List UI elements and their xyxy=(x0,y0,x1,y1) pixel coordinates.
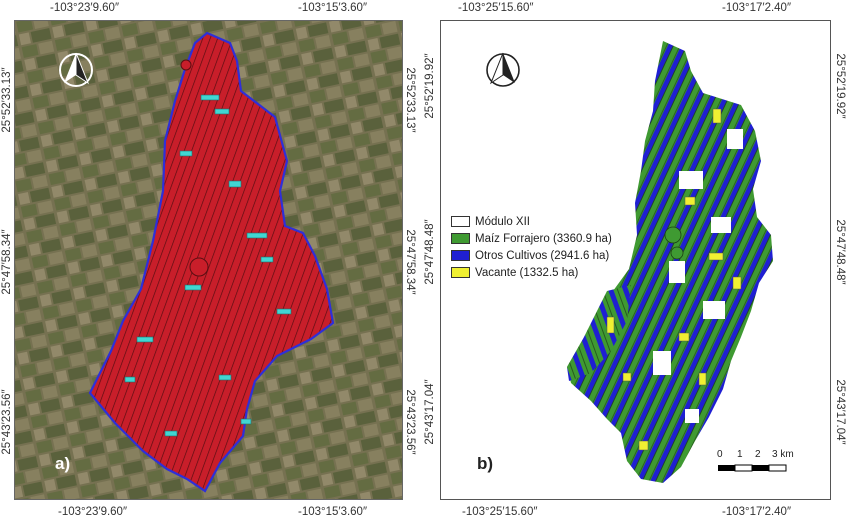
panel-a-right-lower-coord: 25°43′23.56″ xyxy=(404,389,416,455)
module-xii-boundary xyxy=(88,31,335,493)
panel-a-left-upper-coord: 25°52′33.13″ xyxy=(1,67,13,133)
legend-label: Módulo XII xyxy=(475,215,530,228)
legend-swatch xyxy=(451,267,470,278)
highlighted-parcels xyxy=(124,94,292,437)
legend-item: Vacante (1332.5 ha) xyxy=(451,264,612,281)
panel-b-top-right-coord: -103°17′2.40″ xyxy=(722,2,792,14)
legend-swatch xyxy=(451,250,470,261)
vacant-parcels xyxy=(606,108,742,451)
unclassified-gaps xyxy=(653,129,743,423)
classification-map xyxy=(567,41,773,483)
panel-a-left-middle-coord: 25°47′58.34″ xyxy=(1,229,13,295)
legend-label: Vacante (1332.5 ha) xyxy=(475,266,579,279)
legend-item: Módulo XII xyxy=(451,213,612,230)
satellite-map xyxy=(15,21,402,499)
north-arrow-icon xyxy=(59,51,93,94)
panel-b-left-upper-coord: 25°52′19.92″ xyxy=(424,53,436,119)
scale-tick-label: 3 km xyxy=(772,449,794,460)
scale-tick-label: 2 xyxy=(755,449,761,460)
legend-swatch xyxy=(451,216,470,227)
panel-a-label: a) xyxy=(55,454,71,473)
north-arrow-icon xyxy=(486,51,520,94)
panel-a-right-upper-coord: 25°52′33.13″ xyxy=(404,67,416,133)
panel-a-bottom-left-coord: -103°23′9.60″ xyxy=(58,506,128,518)
panel-b-right-lower-coord: 25°43′17.04″ xyxy=(834,379,846,445)
panel-a-right-middle-coord: 25°47′58.34″ xyxy=(404,229,416,295)
map-legend: Módulo XII Maíz Forrajero (3360.9 ha) Ot… xyxy=(451,213,612,281)
panel-a-top-left-coord: -103°23′9.60″ xyxy=(50,2,120,14)
legend-item: Maíz Forrajero (3360.9 ha) xyxy=(451,230,612,247)
west-parcels xyxy=(567,285,631,381)
scale-tick-label: 0 xyxy=(717,449,723,460)
legend-item: Otros Cultivos (2941.6 ha) xyxy=(451,247,612,264)
panel-b-top-left-coord: -103°25′15.60″ xyxy=(458,2,534,14)
panel-b-left-middle-coord: 25°47′48.48″ xyxy=(424,219,436,285)
classification-map-panel: Módulo XII Maíz Forrajero (3360.9 ha) Ot… xyxy=(440,20,831,500)
panel-b-bottom-right-coord: -103°17′2.40″ xyxy=(722,506,792,518)
panel-b-bottom-left-coord: -103°25′15.60″ xyxy=(462,506,538,518)
satellite-map-panel: a) xyxy=(14,20,403,500)
legend-label: Otros Cultivos (2941.6 ha) xyxy=(475,249,610,262)
scale-tick-label: 1 xyxy=(737,449,743,460)
panel-a-bottom-right-coord: -103°15′3.60″ xyxy=(298,506,368,518)
scale-bar: 0 1 2 3 km xyxy=(717,449,817,489)
panel-b-left-lower-coord: 25°43′17.04″ xyxy=(424,379,436,445)
legend-swatch xyxy=(451,233,470,244)
panel-b-right-middle-coord: 25°47′48.48″ xyxy=(834,219,846,285)
panel-a-top-right-coord: -103°15′3.60″ xyxy=(298,2,368,14)
panel-b-right-upper-coord: 25°52′19.92″ xyxy=(834,53,846,119)
legend-label: Maíz Forrajero (3360.9 ha) xyxy=(475,232,612,245)
panel-b-label: b) xyxy=(477,454,494,473)
panel-a-left-lower-coord: 25°43′23.56″ xyxy=(1,389,13,455)
